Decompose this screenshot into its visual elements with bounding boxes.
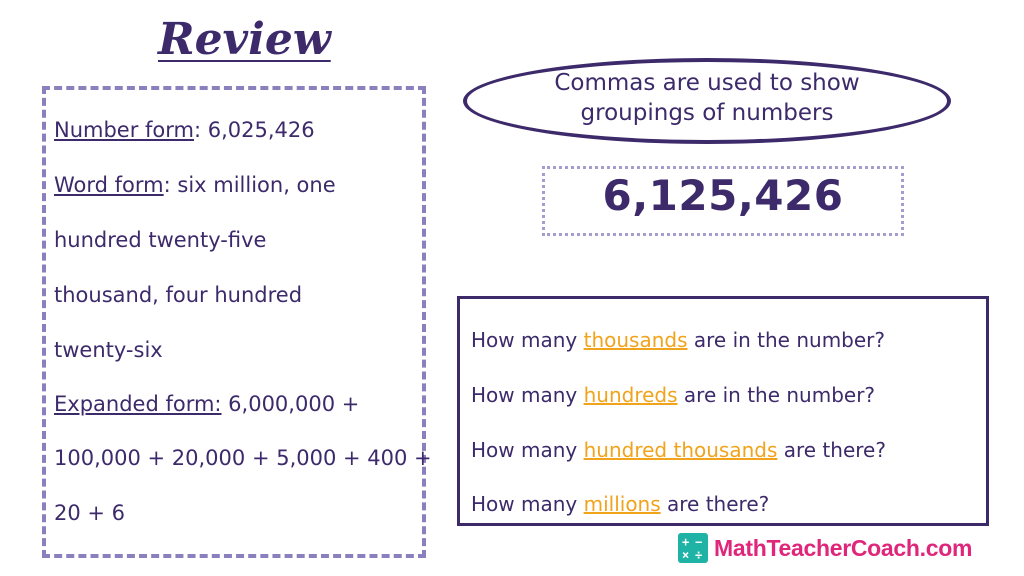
word-form-label: Word form [54,173,164,197]
question-highlight: hundreds [583,383,678,407]
question-suffix: are in the number? [677,383,876,407]
questions-box [457,296,989,526]
question-prefix: How many [471,492,584,516]
example-number: 6,125,426 [602,171,844,220]
question-prefix: How many [471,328,584,352]
example-number-box [542,166,904,236]
callout-text: Commas are used to show groupings of num… [463,68,951,128]
question-prefix: How many [471,383,584,407]
forms-box [42,86,426,558]
question-item: How many millions are there? [471,491,769,517]
brand-logo[interactable]: + − × ÷ MathTeacherCoach.com [678,532,972,564]
question-item: How many thousands are in the number? [471,327,885,353]
word-form-value-1: : six million, one [163,173,336,197]
word-form-value-4: twenty-six [54,338,163,362]
expanded-form-value-3: 20 + 6 [54,501,126,525]
plus-glyph: + [682,535,690,549]
expanded-form-label: Expanded form: [54,392,222,416]
question-suffix: are there? [660,492,770,516]
calculator-icon: + − × ÷ [678,533,708,563]
question-highlight: thousands [583,328,688,352]
page-title: Review [158,14,331,65]
expanded-form-value-1: 6,000,000 + [221,392,360,416]
expanded-form-value-2: 100,000 + 20,000 + 5,000 + 400 + [54,446,432,470]
word-form-value-2: hundred twenty-five [54,228,267,252]
word-form-value-3: thousand, four hundred [54,283,303,307]
times-glyph: × [682,548,690,562]
word-form-line: Word form: six million, one [54,171,336,199]
question-suffix: are in the number? [687,328,886,352]
question-highlight: hundred thousands [583,438,778,462]
minus-glyph: − [695,535,703,549]
callout-line-2: groupings of numbers [580,100,834,126]
question-highlight: millions [583,492,661,516]
question-suffix: are there? [777,438,886,462]
expanded-form-line: Expanded form: 6,000,000 + [54,390,359,418]
callout-oval [463,58,951,144]
question-prefix: How many [471,438,584,462]
number-form-label: Number form [54,118,194,142]
brand-name: MathTeacherCoach.com [714,534,973,561]
divide-glyph: ÷ [695,548,703,562]
number-form-line: Number form: 6,025,426 [54,116,315,144]
number-form-value: : 6,025,426 [194,118,315,142]
callout-line-1: Commas are used to show [554,70,860,96]
question-item: How many hundred thousands are there? [471,437,886,463]
question-item: How many hundreds are in the number? [471,382,875,408]
